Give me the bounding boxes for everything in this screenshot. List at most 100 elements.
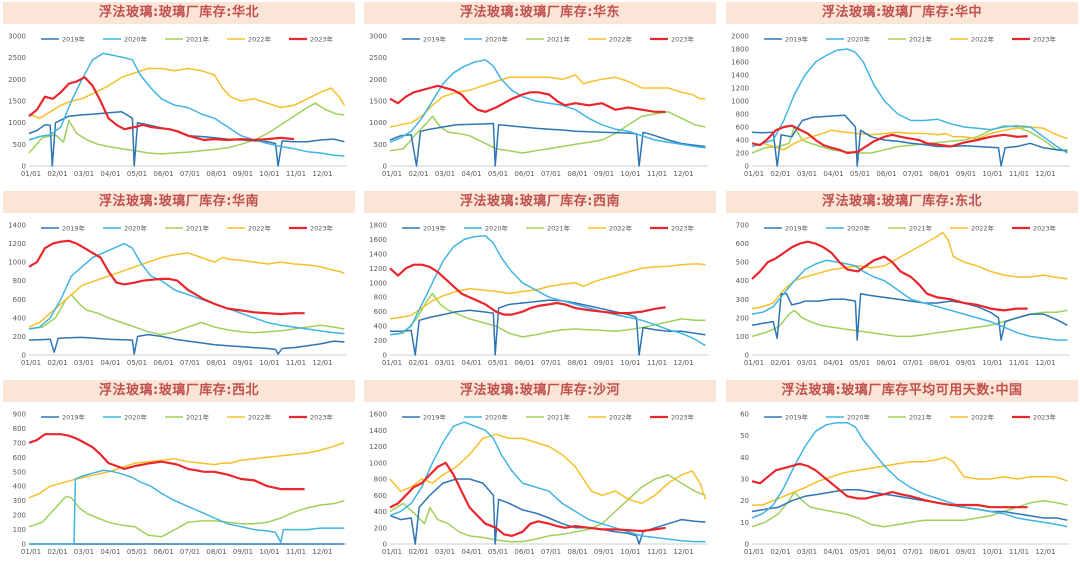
x-tick-label: 06/01 <box>514 359 534 367</box>
y-tick-label: 1800 <box>369 222 387 230</box>
legend-label: 2019年 <box>785 224 809 233</box>
x-tick-label: 10/01 <box>620 170 640 178</box>
x-tick-label: 08/01 <box>206 548 226 556</box>
chart-svg: 0 200 400 600 800 1000 1200 1400 01/01 02/01 03/01… <box>8 222 347 367</box>
legend-label: 2023年 <box>310 35 334 44</box>
legend-label: 2019年 <box>62 224 86 233</box>
series-line-2020 <box>29 469 345 545</box>
series-line-2020 <box>28 52 345 157</box>
series-line-2021 <box>28 293 345 336</box>
chart-panel-6: 浮法玻璃:玻璃厂库存:东北 0 100 200 300 400 500 600 700 01/01… <box>726 191 1078 374</box>
series-line-2023 <box>389 84 666 113</box>
y-tick-label: 200 <box>736 314 749 322</box>
x-tick-label: 02/01 <box>408 359 428 367</box>
x-tick-label: 07/01 <box>541 548 561 556</box>
x-tick-label: 02/01 <box>47 548 67 556</box>
legend-label: 2019年 <box>62 35 86 44</box>
legend-label: 2023年 <box>1033 224 1057 233</box>
x-tick-label: 10/01 <box>259 548 279 556</box>
y-tick-label: 800 <box>374 294 387 302</box>
x-tick-label: 03/01 <box>435 359 455 367</box>
legend-label: 2020年 <box>124 224 148 233</box>
series-line-2023 <box>28 433 305 491</box>
x-tick-label: 12/01 <box>1035 170 1055 178</box>
x-tick-label: 05/01 <box>850 170 870 178</box>
x-tick-label: 07/01 <box>541 170 561 178</box>
series-line-2023 <box>751 124 1028 155</box>
chart-svg: 0 200 400 600 800 1000 1200 1400 1600 01/01 02/01 0… <box>369 411 708 556</box>
x-tick-label: 03/01 <box>74 548 94 556</box>
x-tick-label: 10/01 <box>259 359 279 367</box>
x-tick-label: 09/01 <box>594 548 614 556</box>
series-line-2022 <box>751 231 1068 310</box>
chart-title: 浮法玻璃:玻璃厂库存:华东 <box>364 2 716 24</box>
series-line-2022 <box>28 252 345 328</box>
y-tick-label: 2000 <box>8 76 26 84</box>
y-tick-label: 200 <box>736 150 749 158</box>
y-tick-label: 0 <box>22 352 26 360</box>
x-tick-label: 03/01 <box>797 359 817 367</box>
y-tick-label: 900 <box>13 411 26 419</box>
x-tick-label: 01/01 <box>382 548 402 556</box>
x-tick-label: 11/01 <box>286 548 306 556</box>
x-tick-label: 06/01 <box>153 359 173 367</box>
legend-label: 2020年 <box>485 224 509 233</box>
series-line-2019 <box>390 299 706 356</box>
y-tick-label: 400 <box>736 277 749 285</box>
series-line-2020 <box>751 48 1068 154</box>
series-line-2022 <box>389 433 707 505</box>
x-tick-label: 06/01 <box>514 548 534 556</box>
y-tick-label: 1200 <box>369 265 387 273</box>
x-tick-label: 12/01 <box>312 359 332 367</box>
legend-label: 2023年 <box>310 224 334 233</box>
y-tick-label: 50 <box>740 432 749 440</box>
y-tick-label: 600 <box>13 454 26 462</box>
y-tick-label: 600 <box>13 296 26 304</box>
x-tick-label: 06/01 <box>153 170 173 178</box>
chart-panel-7: 浮法玻璃:玻璃厂库存:西北 0 100 200 300 400 500 600 700 800 90… <box>3 380 355 563</box>
legend-label: 2020年 <box>485 35 509 44</box>
x-tick-label: 04/01 <box>461 548 481 556</box>
x-tick-label: 05/01 <box>850 548 870 556</box>
x-tick-label: 12/01 <box>1035 548 1055 556</box>
x-tick-label: 07/01 <box>903 548 923 556</box>
series-line-2023 <box>389 461 666 537</box>
y-tick-label: 100 <box>13 526 26 534</box>
series-line-2020 <box>389 235 706 347</box>
x-tick-label: 06/01 <box>876 170 896 178</box>
y-tick-label: 60 <box>740 411 749 419</box>
y-tick-label: 600 <box>736 124 749 132</box>
y-tick-label: 0 <box>383 541 387 549</box>
series-line-2019 <box>28 333 345 355</box>
x-tick-label: 05/01 <box>488 548 508 556</box>
y-tick-label: 0 <box>745 352 749 360</box>
x-tick-label: 12/01 <box>312 170 332 178</box>
legend-label: 2020年 <box>124 413 148 422</box>
chart-title: 浮法玻璃:玻璃厂库存:华北 <box>3 2 355 24</box>
x-tick-label: 03/01 <box>74 359 94 367</box>
x-tick-label: 05/01 <box>127 548 147 556</box>
x-tick-label: 08/01 <box>929 548 949 556</box>
x-tick-label: 02/01 <box>770 548 790 556</box>
x-tick-label: 06/01 <box>876 359 896 367</box>
series-line-2020 <box>751 259 1068 341</box>
y-tick-label: 100 <box>736 333 749 341</box>
chart-svg: 0 200 400 600 800 1000 1200 1400 1600 1800 01/01 02… <box>369 222 708 367</box>
x-tick-label: 05/01 <box>488 359 508 367</box>
y-tick-label: 0 <box>22 163 26 171</box>
series-line-2021 <box>389 292 706 338</box>
legend-label: 2021年 <box>909 35 933 44</box>
x-tick-label: 04/01 <box>100 359 120 367</box>
y-tick-label: 600 <box>374 308 387 316</box>
y-tick-label: 10 <box>740 519 749 527</box>
y-tick-label: 1600 <box>731 59 749 67</box>
chart-panel-9: 浮法玻璃:玻璃厂库存平均可用天数:中国 0 10 20 30 40 50 60 01/01 02/… <box>726 380 1078 563</box>
series-line-2021 <box>751 491 1068 528</box>
chart-panel-1: 浮法玻璃:玻璃厂库存:华北 0 500 1000 1500 2000 2500 3000 01/… <box>3 2 355 185</box>
chart-svg: 0 500 1000 1500 2000 2500 3000 01/01 02/01 03/01 0… <box>8 33 347 178</box>
chart-panel-4: 浮法玻璃:玻璃厂库存:华南 0 200 400 600 800 1000 1200 1400 01… <box>3 191 355 374</box>
x-tick-label: 08/01 <box>929 359 949 367</box>
x-tick-label: 12/01 <box>673 359 693 367</box>
x-tick-label: 09/01 <box>233 170 253 178</box>
x-tick-label: 07/01 <box>903 359 923 367</box>
